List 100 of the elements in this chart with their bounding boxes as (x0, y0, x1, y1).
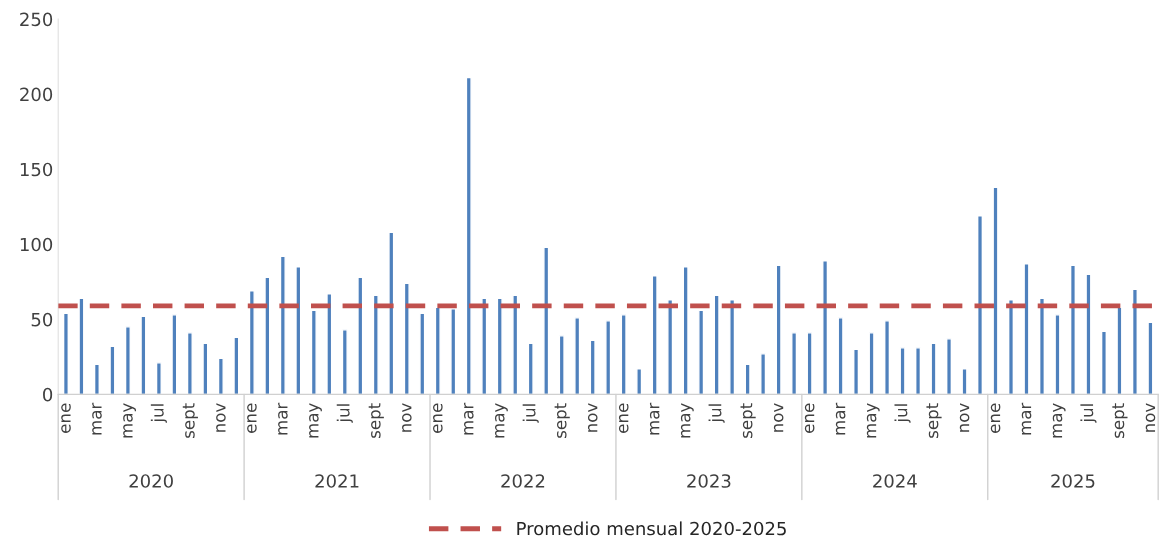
bar (729, 299, 736, 395)
bar (341, 329, 348, 395)
x-tick-label: may (309, 403, 322, 438)
bar (961, 368, 968, 395)
bar (543, 246, 550, 395)
bar (109, 345, 116, 395)
x-tick-label: jul (708, 404, 725, 423)
bar (527, 342, 534, 395)
bar (326, 293, 333, 395)
bar (78, 297, 85, 395)
bar (791, 332, 798, 395)
x-tick-label: ene (804, 403, 815, 433)
bar (589, 339, 596, 395)
x-tick-label: nov (773, 403, 784, 432)
bar (899, 347, 906, 395)
x-tick-label: mar (1021, 402, 1032, 435)
x-tick-label: mar (464, 402, 474, 435)
x-tick-label: sept (368, 403, 384, 438)
x-tick-label: ene (618, 403, 629, 433)
bar (806, 332, 813, 395)
x-tick-label: jul (150, 404, 167, 423)
bar (140, 315, 147, 395)
x-tick-label: mar (649, 402, 660, 435)
text: 2020 (129, 474, 173, 488)
bar (760, 353, 767, 395)
bar (574, 317, 581, 395)
bar (930, 342, 937, 395)
bar (651, 275, 658, 395)
bar (976, 215, 984, 395)
text: 2023 (687, 474, 731, 488)
x-tick-label: jul (894, 404, 911, 423)
bar (822, 260, 829, 395)
bar (915, 347, 922, 395)
bar (605, 320, 612, 395)
bar (682, 266, 689, 395)
x-tick-label: nov (1145, 403, 1156, 432)
bar (186, 332, 193, 395)
bar (1100, 330, 1107, 395)
y-tick-label: 200 (20, 87, 53, 102)
bar (419, 312, 426, 395)
bar (465, 76, 472, 395)
bar (853, 348, 860, 395)
y-tick-label: 0 (43, 387, 53, 402)
x-tick-label: mar (92, 402, 102, 435)
x-tick-label: sept (740, 403, 756, 438)
bar (357, 276, 364, 395)
bar (744, 363, 751, 395)
x-tick-label: nov (587, 403, 598, 432)
bar (310, 309, 317, 395)
text: 2024 (873, 474, 917, 488)
bar (698, 309, 705, 395)
bar (481, 297, 488, 395)
bar (713, 294, 720, 395)
text: 2025 (1051, 474, 1095, 488)
bar (93, 363, 100, 395)
x-tick-label: may (866, 403, 880, 438)
x-tick-label: jul (1080, 404, 1097, 423)
bar (496, 297, 503, 395)
y-tick-label: 100 (20, 237, 53, 252)
x-tick-label: ene (433, 403, 443, 433)
x-tick-label: sept (554, 403, 570, 438)
bar (1085, 273, 1092, 395)
bar (868, 332, 875, 395)
bar (217, 357, 224, 395)
bar (1147, 321, 1154, 395)
bar (450, 308, 457, 395)
bar (1069, 264, 1076, 395)
x-tick-label: ene (61, 403, 71, 433)
bar (264, 276, 271, 395)
bar (775, 264, 782, 395)
bar (620, 314, 627, 395)
bar (1038, 297, 1046, 395)
x-tick-label: may (495, 403, 508, 438)
y-tick-label: 250 (20, 12, 53, 27)
x-tick-label: may (123, 403, 136, 438)
x-tick-label: nov (959, 403, 970, 432)
x-tick-label: jul (336, 404, 353, 423)
text: 2022 (501, 474, 545, 488)
bar (388, 231, 395, 395)
bar (434, 306, 441, 395)
bar (1116, 306, 1123, 395)
bar (155, 362, 162, 395)
x-tick-label: sept (926, 403, 942, 438)
x-tick-label: ene (247, 403, 257, 433)
bar (1023, 263, 1030, 395)
bar (372, 294, 379, 395)
y-tick-label: 150 (20, 162, 53, 177)
text: 2021 (315, 474, 359, 488)
bar (558, 335, 565, 395)
bar (1131, 288, 1138, 395)
x-tick-label: may (680, 403, 694, 438)
bar (279, 255, 286, 395)
bar (992, 186, 999, 395)
x-tick-label: mar (278, 402, 288, 435)
bar (837, 317, 844, 395)
bar (512, 294, 519, 395)
bar (667, 299, 674, 395)
bar (248, 290, 255, 395)
x-tick-label: mar (835, 402, 846, 435)
bar (403, 282, 410, 395)
